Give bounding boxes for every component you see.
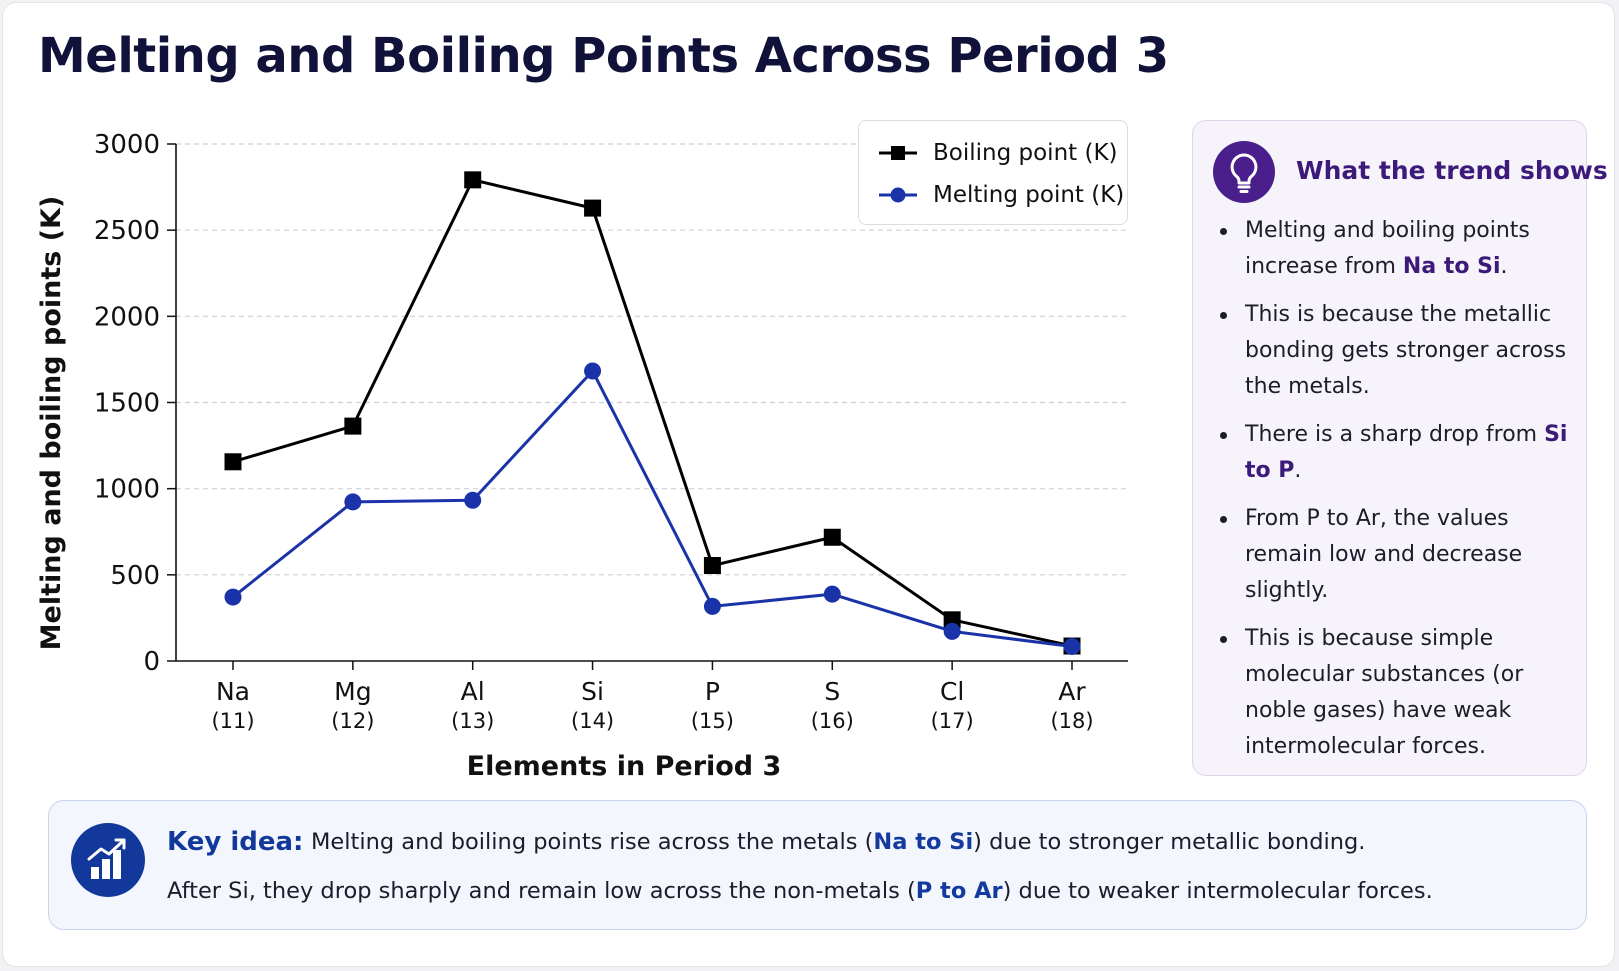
data-point-melting <box>823 585 841 603</box>
legend-entry-melting: Melting point (K) <box>877 180 1124 210</box>
data-point-melting <box>703 597 721 615</box>
x-tick-label: Mg <box>334 677 371 706</box>
trend-bullet: From P to Ar, the values remain low and … <box>1220 501 1570 609</box>
chart-axes <box>167 143 1128 670</box>
trend-bullet-list: Melting and boiling points increase from… <box>1213 213 1570 777</box>
page-title: Melting and Boiling Points Across Period… <box>38 28 1169 84</box>
key-line-2-highlight: P to Ar <box>915 878 1003 904</box>
legend-label-boiling: Boiling point (K) <box>933 140 1118 166</box>
data-point-melting <box>584 362 602 380</box>
data-point-melting <box>943 622 961 640</box>
y-tick-label: 2500 <box>94 216 160 246</box>
bullet-text: . <box>1500 254 1508 279</box>
key-idea-box: Key idea: Melting and boiling points ris… <box>48 800 1587 930</box>
data-point-boiling <box>464 171 482 189</box>
legend-entry-boiling: Boiling point (K) <box>877 138 1118 168</box>
x-tick-label: Na <box>216 677 250 706</box>
data-point-melting <box>224 588 242 606</box>
bullet-text: . <box>1294 458 1302 483</box>
legend-label-melting: Melting point (K) <box>933 182 1125 208</box>
x-tick-label: Cl <box>940 677 964 706</box>
circle-marker-icon <box>879 187 917 203</box>
bullet-text: This is because the metallic bonding get… <box>1245 302 1567 399</box>
x-tick-label: Si <box>581 677 604 706</box>
y-tick-label: 1500 <box>94 389 160 419</box>
x-tick-label: Al <box>461 677 485 706</box>
data-point-boiling <box>703 557 721 575</box>
bullet-highlight: Na to Si <box>1402 254 1501 279</box>
bullet-text: From P to Ar, the values remain low and … <box>1245 506 1523 603</box>
key-idea-line-2: After Si, they drop sharply and remain l… <box>167 878 1433 904</box>
x-tick-label: S <box>824 677 840 706</box>
bullet-text: Melting and boiling points increase from <box>1245 218 1530 279</box>
x-tick-sublabel: (18) <box>1050 709 1093 733</box>
x-tick-label: Ar <box>1058 677 1086 706</box>
y-tick-labels: 0 500 1000 1500 2000 2500 3000 <box>94 130 160 677</box>
y-tick-label: 500 <box>110 561 160 591</box>
key-line-1-text-b: ) due to stronger metallic bonding. <box>973 829 1366 855</box>
y-axis-label: Melting and boiling points (K) <box>36 196 67 651</box>
lightbulb-icon <box>1213 141 1275 203</box>
data-point-boiling <box>224 453 242 471</box>
x-tick-label: P <box>705 677 720 706</box>
chart-legend: Boiling point (K) Melting point (K) <box>858 120 1128 225</box>
trend-panel: What the trend shows Melting and boiling… <box>1192 120 1608 777</box>
y-tick-label: 0 <box>143 647 160 677</box>
data-point-boiling <box>584 199 602 217</box>
data-point-melting <box>344 493 362 511</box>
series-line-melting <box>232 369 1073 649</box>
key-idea-label: Key idea: <box>167 827 304 857</box>
square-marker-icon <box>879 146 917 160</box>
x-tick-sublabel: (15) <box>691 709 734 733</box>
data-point-boiling <box>344 417 362 435</box>
x-tick-sublabel: (16) <box>811 709 854 733</box>
key-idea-line-1: Melting and boiling points rise across t… <box>311 829 1365 855</box>
trend-bullet: This is because the metallic bonding get… <box>1220 297 1570 405</box>
trend-bullet: There is a sharp drop from Si to P. <box>1220 417 1570 489</box>
key-line-1-text-a: Melting and boiling points rise across t… <box>311 829 874 855</box>
bullet-text: There is a sharp drop from <box>1245 422 1545 447</box>
y-tick-label: 2000 <box>94 302 160 332</box>
x-tick-labels: Na (11) Mg (12) Al (13) Si (14) P (15) S (16) Cl (17)… <box>211 677 1093 733</box>
panel-heading: What the trend shows <box>1296 156 1608 185</box>
data-point-melting <box>1063 638 1081 656</box>
bullet-text: This is because simple molecular substan… <box>1245 626 1524 759</box>
y-tick-label: 3000 <box>94 130 160 160</box>
x-tick-sublabel: (11) <box>211 709 254 733</box>
series-line-boiling <box>232 178 1073 648</box>
key-line-2-text-b: ) due to weaker intermolecular forces. <box>1002 878 1433 904</box>
data-point-boiling <box>823 528 841 546</box>
data-point-melting <box>464 491 482 509</box>
x-tick-sublabel: (17) <box>931 709 974 733</box>
y-tick-label: 1000 <box>94 475 160 505</box>
trend-bullet: This is because simple molecular substan… <box>1220 621 1570 765</box>
bullet-highlight: Si to P <box>1245 422 1568 483</box>
x-tick-sublabel: (12) <box>331 709 374 733</box>
bar-chart-icon <box>71 823 145 897</box>
series-layer <box>224 171 1081 656</box>
x-tick-sublabel: (13) <box>451 709 494 733</box>
x-tick-sublabel: (14) <box>571 709 614 733</box>
key-line-2-text-a: After Si, they drop sharply and remain l… <box>167 878 916 904</box>
x-axis-label: Elements in Period 3 <box>467 751 782 782</box>
trend-bullet: Melting and boiling points increase from… <box>1220 213 1570 285</box>
key-line-1-highlight: Na to Si <box>873 829 974 855</box>
